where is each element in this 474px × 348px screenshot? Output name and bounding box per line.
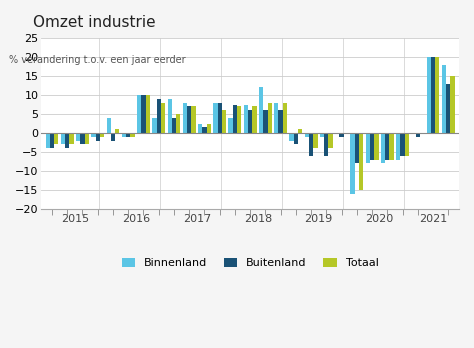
Bar xyxy=(107,118,111,133)
Bar xyxy=(126,133,130,137)
Bar xyxy=(152,118,156,133)
Bar xyxy=(267,103,272,133)
Bar xyxy=(96,133,100,141)
Bar xyxy=(233,104,237,133)
Text: % verandering t.o.v. een jaar eerder: % verandering t.o.v. een jaar eerder xyxy=(9,55,186,65)
Bar xyxy=(366,133,370,163)
Bar xyxy=(259,87,263,133)
Bar xyxy=(218,103,222,133)
Bar xyxy=(385,133,390,159)
Bar xyxy=(405,133,409,156)
Text: Omzet industrie: Omzet industrie xyxy=(33,15,155,30)
Bar xyxy=(130,133,135,137)
Bar xyxy=(350,133,355,194)
Bar xyxy=(172,118,176,133)
Bar xyxy=(450,76,455,133)
Bar xyxy=(263,110,267,133)
Bar xyxy=(54,133,58,144)
Bar xyxy=(111,133,115,141)
Bar xyxy=(324,133,328,156)
Bar xyxy=(290,133,294,141)
Bar xyxy=(370,133,374,159)
Bar xyxy=(431,57,435,133)
Bar xyxy=(313,133,318,148)
Bar xyxy=(252,106,256,133)
Bar xyxy=(374,133,379,159)
Bar xyxy=(84,133,89,144)
Bar xyxy=(294,133,298,144)
Bar xyxy=(137,95,141,133)
Bar xyxy=(305,133,309,137)
Bar xyxy=(446,84,450,133)
Bar xyxy=(244,104,248,133)
Bar xyxy=(122,133,126,137)
Bar xyxy=(228,118,233,133)
Bar xyxy=(298,129,302,133)
Bar xyxy=(396,133,401,159)
Bar xyxy=(187,106,191,133)
Bar xyxy=(435,57,439,133)
Bar xyxy=(167,99,172,133)
Bar xyxy=(76,133,80,141)
Bar xyxy=(279,110,283,133)
Bar xyxy=(381,133,385,163)
Bar xyxy=(46,133,50,148)
Bar xyxy=(320,133,324,137)
Legend: Binnenland, Buitenland, Totaal: Binnenland, Buitenland, Totaal xyxy=(122,258,378,268)
Bar xyxy=(161,103,165,133)
Bar xyxy=(141,95,146,133)
Bar xyxy=(416,133,420,137)
Bar xyxy=(339,133,344,137)
Bar xyxy=(207,124,211,133)
Bar xyxy=(65,133,69,148)
Bar xyxy=(222,110,226,133)
Bar xyxy=(359,133,363,190)
Bar xyxy=(191,106,196,133)
Bar xyxy=(183,103,187,133)
Bar xyxy=(50,133,54,148)
Bar xyxy=(328,133,333,148)
Bar xyxy=(91,133,96,137)
Bar xyxy=(146,95,150,133)
Bar xyxy=(202,127,207,133)
Bar xyxy=(69,133,73,144)
Bar xyxy=(442,65,446,133)
Bar xyxy=(100,133,104,137)
Bar xyxy=(355,133,359,163)
Bar xyxy=(156,99,161,133)
Bar xyxy=(237,106,241,133)
Bar xyxy=(427,57,431,133)
Bar xyxy=(401,133,405,156)
Bar xyxy=(115,129,119,133)
Bar xyxy=(390,133,394,159)
Bar xyxy=(274,103,279,133)
Bar xyxy=(61,133,65,144)
Bar xyxy=(248,110,252,133)
Bar xyxy=(198,124,202,133)
Bar xyxy=(309,133,313,156)
Bar xyxy=(176,114,180,133)
Bar xyxy=(213,103,218,133)
Bar xyxy=(80,133,84,144)
Bar xyxy=(283,103,287,133)
